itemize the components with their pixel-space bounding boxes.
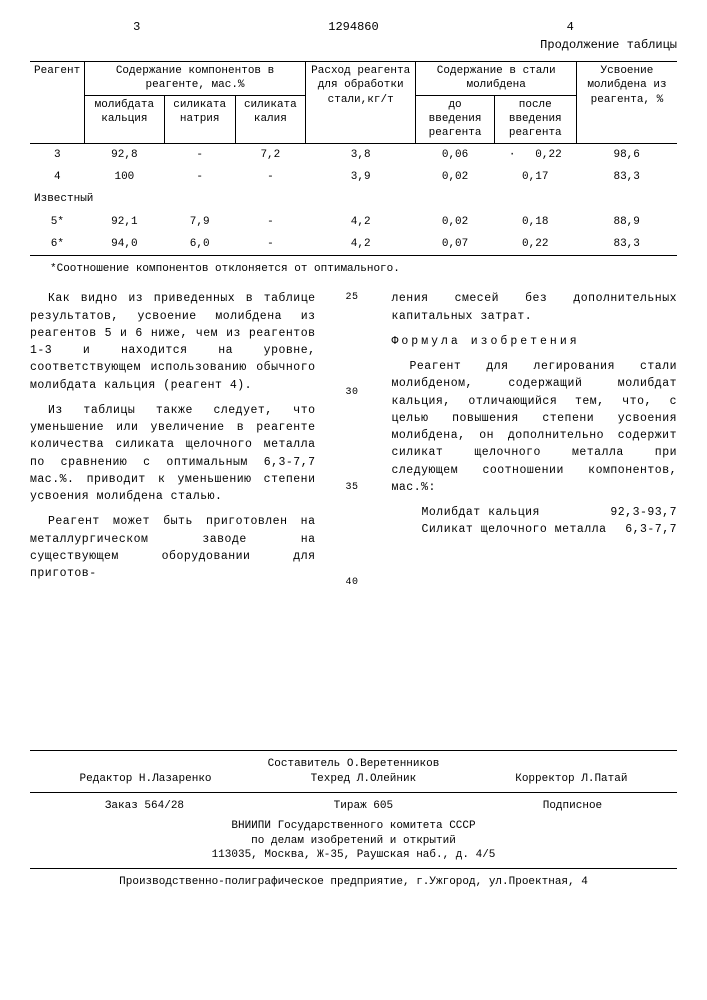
claim-title: Формула изобретения <box>392 333 678 350</box>
table-continuation: Продолжение таблицы <box>30 38 677 54</box>
col-content: Содержание компонентов в реагенте, мас.% <box>85 62 306 96</box>
composer: Составитель О.Веретенников <box>30 757 677 771</box>
sub-molib: молибдата кальция <box>85 95 164 143</box>
doc-number: 1294860 <box>247 20 461 36</box>
known-label: Известный <box>30 188 677 210</box>
publication-block: Составитель О.Веретенников Редактор Н.Ла… <box>30 750 677 889</box>
page-right: 4 <box>464 20 678 36</box>
right-column: ления смесей без дополнительных капиталь… <box>392 290 678 590</box>
paragraph: Из таблицы также следует, что уменьшение… <box>30 402 316 506</box>
tirazh: Тираж 605 <box>334 799 393 813</box>
line-numbers: 25 30 35 40 <box>346 290 362 590</box>
publisher-address: ВНИИПИ Государственного комитета СССР по… <box>30 819 677 869</box>
paragraph: ления смесей без дополнительных капиталь… <box>392 290 678 325</box>
claim-text: Реагент для легирования стали молибденом… <box>392 358 678 496</box>
col-reagent: Реагент <box>30 62 85 143</box>
component-row: Молибдат кальция 92,3-93,7 <box>392 504 678 521</box>
table-row: 4 100 - - 3,9 0,02 0,17 83,3 <box>30 166 677 188</box>
table-row: 3 92,8 - 7,2 3,8 0,06 · 0,22 98,6 <box>30 143 677 166</box>
col-mo: Содержание в стали молибдена <box>416 62 576 96</box>
body-text: Как видно из приведенных в таблице резул… <box>30 290 677 590</box>
sub-sil-na: силиката натрия <box>164 95 235 143</box>
sub-after: после введения реагента <box>494 95 576 143</box>
sub-sil-k: силиката калия <box>235 95 305 143</box>
table-row: 5* 92,1 7,9 - 4,2 0,02 0,18 88,9 <box>30 211 677 233</box>
printer: Производственно-полиграфическое предприя… <box>30 869 677 889</box>
paragraph: Реагент может быть приготовлен на металл… <box>30 513 316 582</box>
sub-before: до введения реагента <box>416 95 494 143</box>
left-column: Как видно из приведенных в таблице резул… <box>30 290 316 590</box>
table-footnote: *Соотношение компонентов отклоняется от … <box>50 262 677 276</box>
editor: Редактор Н.Лазаренко <box>80 772 212 786</box>
page-header: 3 1294860 4 <box>30 20 677 36</box>
component-row: Силикат щелочного металла 6,3-7,7 <box>392 521 678 538</box>
col-uptake: Усвоение молибдена из реагента, % <box>576 62 677 143</box>
page-left: 3 <box>30 20 244 36</box>
order-number: Заказ 564/28 <box>105 799 184 813</box>
podpisnoe: Подписное <box>543 799 602 813</box>
data-table: Реагент Содержание компонентов в реагент… <box>30 61 677 256</box>
paragraph: Как видно из приведенных в таблице резул… <box>30 290 316 394</box>
known-label-row: Известный <box>30 188 677 210</box>
col-rate: Расход реагента для обработки стали,кг/т <box>305 62 416 143</box>
tech-editor: Техред Л.Олейник <box>311 772 417 786</box>
table-row: 6* 94,0 6,0 - 4,2 0,07 0,22 83,3 <box>30 233 677 256</box>
corrector: Корректор Л.Патай <box>515 772 627 786</box>
